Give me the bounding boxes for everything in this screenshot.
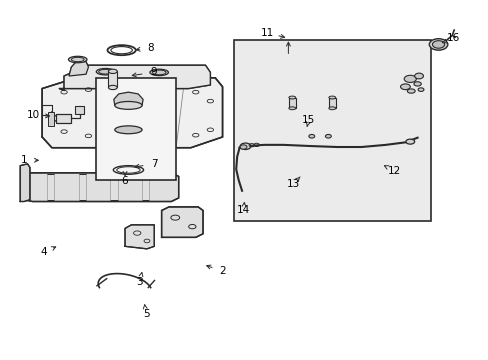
Bar — [288, 98, 295, 108]
Ellipse shape — [328, 96, 335, 99]
Bar — [108, 71, 117, 87]
Text: 8: 8 — [147, 43, 154, 53]
Text: 7: 7 — [151, 159, 157, 169]
Ellipse shape — [115, 102, 142, 109]
Polygon shape — [24, 173, 178, 202]
Polygon shape — [42, 78, 222, 148]
Text: 2: 2 — [219, 266, 225, 276]
Bar — [56, 114, 71, 123]
Text: 16: 16 — [446, 33, 459, 43]
Text: 15: 15 — [302, 115, 315, 125]
Polygon shape — [59, 65, 210, 90]
Ellipse shape — [115, 126, 142, 134]
Polygon shape — [125, 225, 154, 249]
Polygon shape — [114, 92, 143, 105]
Ellipse shape — [96, 68, 115, 75]
Text: 3: 3 — [136, 277, 142, 287]
Bar — [75, 106, 83, 114]
Ellipse shape — [108, 69, 117, 73]
Ellipse shape — [428, 39, 447, 50]
Bar — [48, 112, 54, 126]
Text: 9: 9 — [150, 67, 156, 77]
Text: 6: 6 — [122, 176, 128, 186]
Ellipse shape — [404, 75, 415, 82]
Polygon shape — [69, 62, 88, 76]
Ellipse shape — [325, 134, 330, 138]
Text: 11: 11 — [261, 28, 274, 38]
Ellipse shape — [413, 82, 420, 86]
Text: 1: 1 — [21, 155, 27, 165]
Polygon shape — [20, 164, 30, 202]
Text: 13: 13 — [286, 179, 299, 189]
Ellipse shape — [407, 89, 414, 93]
Text: 14: 14 — [236, 206, 250, 216]
Bar — [96, 78, 176, 180]
Bar — [328, 98, 335, 108]
Ellipse shape — [288, 96, 295, 99]
Ellipse shape — [431, 41, 444, 48]
Ellipse shape — [240, 143, 250, 149]
Ellipse shape — [417, 88, 423, 91]
Text: 5: 5 — [142, 310, 149, 319]
Ellipse shape — [308, 134, 314, 138]
Ellipse shape — [240, 145, 246, 149]
Ellipse shape — [68, 56, 87, 63]
Text: 10: 10 — [27, 111, 41, 121]
Ellipse shape — [288, 107, 295, 110]
Ellipse shape — [414, 73, 423, 79]
Ellipse shape — [150, 69, 168, 76]
Ellipse shape — [400, 84, 409, 90]
Ellipse shape — [328, 107, 335, 110]
Bar — [233, 40, 430, 221]
Ellipse shape — [405, 139, 414, 144]
Ellipse shape — [108, 85, 117, 90]
Polygon shape — [161, 207, 203, 237]
Text: 4: 4 — [40, 247, 47, 257]
Text: 12: 12 — [387, 166, 401, 176]
